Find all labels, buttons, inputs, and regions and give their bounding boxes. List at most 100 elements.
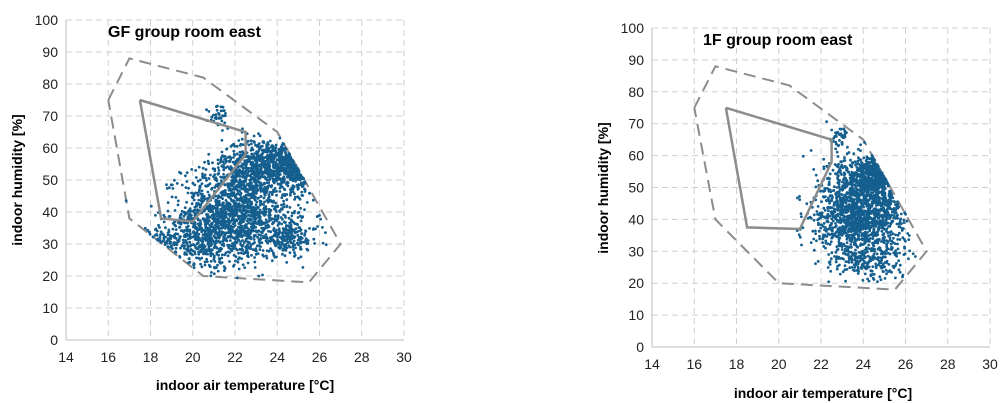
- scatter-point: [820, 211, 824, 215]
- scatter-point: [240, 203, 244, 207]
- scatter-point: [255, 153, 259, 157]
- scatter-point: [223, 238, 227, 242]
- scatter-point: [834, 140, 838, 144]
- scatter-point: [205, 226, 209, 230]
- scatter-point: [256, 156, 260, 160]
- scatter-point: [166, 201, 170, 205]
- scatter-point: [851, 226, 854, 230]
- y-tick-label: 0: [50, 332, 58, 348]
- scatter-point: [203, 173, 207, 177]
- scatter-point: [235, 240, 239, 244]
- scatter-point: [865, 155, 869, 159]
- scatter-point: [174, 224, 178, 228]
- scatter-point: [833, 134, 837, 138]
- scatter-point: [240, 229, 243, 233]
- scatter-point: [183, 251, 187, 255]
- scatter-point: [232, 156, 235, 159]
- scatter-point: [233, 204, 237, 207]
- scatter-point: [877, 196, 881, 199]
- scatter-point: [262, 156, 266, 160]
- scatter-point: [203, 260, 207, 264]
- scatter-point: [246, 250, 249, 254]
- scatter-point: [901, 236, 905, 240]
- scatter-point: [268, 169, 272, 173]
- scatter-point: [220, 138, 224, 142]
- scatter-point: [238, 178, 242, 182]
- scatter-point: [818, 213, 821, 217]
- scatter-point: [886, 207, 889, 210]
- scatter-point: [846, 145, 849, 149]
- scatter-point: [239, 181, 243, 185]
- scatter-point: [225, 192, 229, 196]
- scatter-point: [239, 232, 243, 236]
- scatter-point: [837, 240, 841, 244]
- scatter-point: [877, 174, 881, 178]
- scatter-point: [265, 254, 268, 258]
- scatter-point: [181, 244, 185, 247]
- scatter-point: [884, 198, 888, 202]
- scatter-point: [276, 238, 279, 242]
- scatter-point: [223, 121, 227, 125]
- scatter-point: [175, 182, 179, 185]
- scatter-point: [259, 245, 262, 249]
- scatter-point: [172, 220, 176, 224]
- scatter-point: [209, 216, 212, 219]
- scatter-point: [250, 167, 254, 171]
- scatter-point: [271, 238, 275, 242]
- scatter-point: [243, 224, 247, 228]
- scatter-point: [302, 176, 305, 180]
- scatter-point: [240, 257, 244, 260]
- scatter-point: [882, 240, 886, 244]
- scatter-point: [827, 199, 831, 203]
- scatter-point: [798, 235, 802, 239]
- scatter-point: [252, 196, 255, 200]
- scatter-point: [166, 209, 170, 213]
- scatter-point: [880, 208, 883, 212]
- scatter-point: [245, 219, 249, 223]
- scatter-point: [830, 232, 834, 236]
- scatter-point: [249, 202, 252, 206]
- scatter-point: [227, 235, 231, 239]
- scatter-point: [201, 240, 205, 244]
- scatter-point: [877, 168, 881, 172]
- scatter-point: [264, 221, 267, 225]
- scatter-point: [868, 229, 872, 233]
- scatter-point: [904, 212, 907, 216]
- scatter-point: [836, 203, 840, 207]
- scatter-point: [284, 162, 288, 166]
- scatter-point: [278, 210, 282, 214]
- scatter-point: [835, 245, 839, 249]
- scatter-point: [291, 241, 294, 245]
- scatter-point: [248, 185, 252, 189]
- scatter-point: [845, 184, 849, 188]
- scatter-point: [842, 230, 846, 233]
- scatter-point: [222, 219, 226, 223]
- scatter-point: [882, 208, 886, 212]
- scatter-point: [882, 202, 886, 206]
- scatter-point: [223, 226, 227, 230]
- scatter-point: [238, 170, 242, 174]
- scatter-point: [242, 195, 246, 199]
- scatter-point: [866, 176, 870, 180]
- scatter-point: [257, 229, 261, 233]
- scatter-point: [887, 225, 890, 228]
- scatter-point: [830, 197, 834, 201]
- scatter-point: [181, 238, 185, 242]
- scatter-point: [888, 236, 892, 240]
- scatter-point: [246, 254, 249, 258]
- scatter-point: [234, 247, 238, 251]
- scatter-point: [188, 240, 192, 244]
- scatter-point: [271, 158, 275, 162]
- scatter-point: [826, 206, 830, 210]
- scatter-point: [246, 168, 249, 172]
- scatter-point: [241, 217, 245, 221]
- scatter-point: [849, 158, 852, 162]
- scatter-point: [853, 201, 856, 205]
- scatter-point: [243, 266, 247, 269]
- scatter-point: [289, 223, 293, 227]
- scatter-point: [844, 211, 848, 214]
- scatter-point: [248, 155, 252, 159]
- scatter-point: [875, 252, 879, 256]
- scatter-point: [874, 262, 878, 266]
- scatter-point: [289, 164, 293, 168]
